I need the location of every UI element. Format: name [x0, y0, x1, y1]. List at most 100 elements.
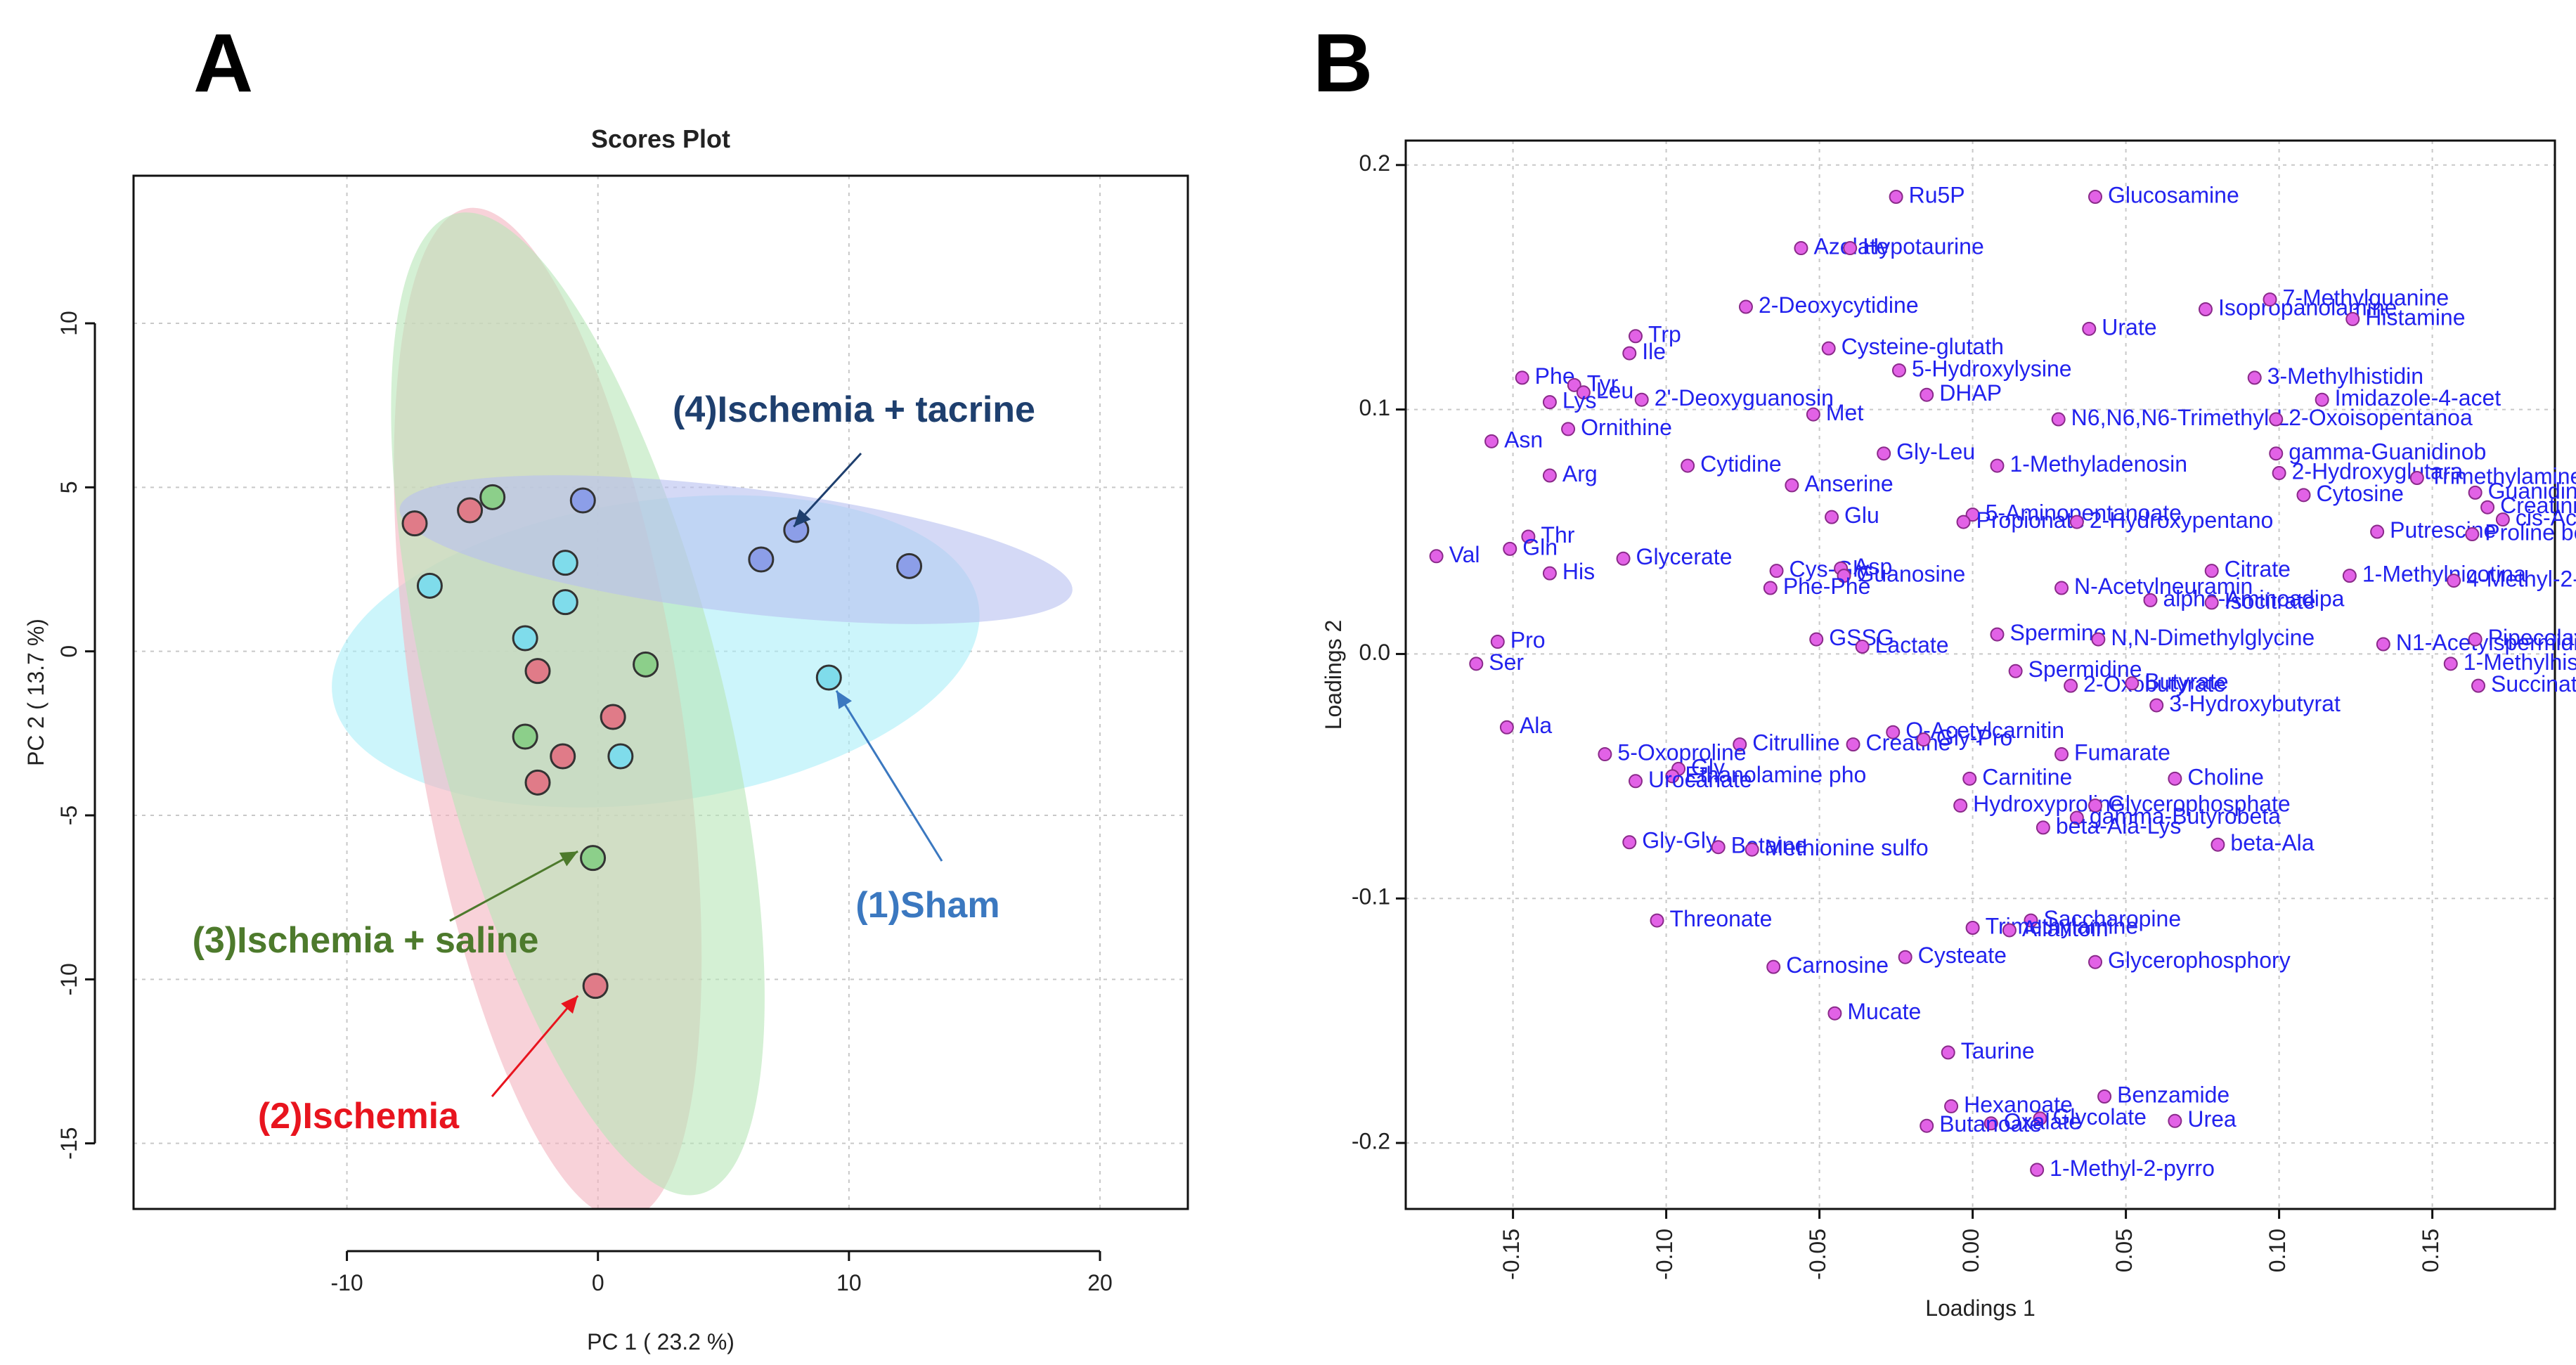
loading-point — [1962, 771, 1977, 786]
loading-point — [2263, 292, 2277, 307]
loading-point — [1785, 478, 1799, 493]
loading-label: 2-Oxoisopentanoa — [2289, 405, 2473, 430]
loading-label: Urea — [2187, 1106, 2237, 1132]
loading-point — [2008, 664, 2023, 678]
loading-label: 1-Methylnicotina — [2362, 562, 2526, 587]
loading-point — [2247, 370, 2262, 385]
sham-point — [416, 572, 443, 599]
loading-label: Asp — [1853, 554, 1892, 579]
y-tick-label: -10 — [56, 963, 82, 995]
loading-point — [1542, 395, 1557, 410]
saline-arrow-line — [449, 850, 578, 922]
loading-label: N-Acetylneuramin — [2074, 574, 2253, 599]
loading-label: Spermidine — [2028, 656, 2142, 682]
y-tick-label: 10 — [56, 311, 82, 336]
x-tick-label: -0.15 — [1499, 1229, 1524, 1280]
loading-label: Carnitine — [1982, 764, 2072, 789]
loading-point — [1490, 635, 1505, 649]
loading-point — [2168, 1113, 2182, 1128]
loading-point — [2443, 656, 2458, 671]
loading-label: 2-Hydroxypentano — [2090, 507, 2273, 533]
loading-point — [1944, 1099, 1959, 1113]
loading-label: Cytidine — [1700, 451, 1782, 477]
y-tick-label: 0.2 — [1359, 150, 1390, 176]
y-axis-title: PC 2 ( 13.7 %) — [23, 619, 48, 766]
loading-point — [1898, 950, 1912, 964]
y-tick-label: 0.0 — [1359, 640, 1390, 665]
loading-label: Pipecolate — [2488, 625, 2576, 650]
loading-point — [1886, 725, 1901, 739]
saline-point — [580, 845, 607, 872]
tacrine-point — [783, 517, 810, 543]
loading-point — [1766, 959, 1781, 974]
loading-label: Lactate — [1875, 632, 1949, 657]
loading-point — [2345, 311, 2360, 326]
loading-point — [2002, 923, 2017, 938]
loading-label: 1-Methyladenosin — [2009, 451, 2187, 477]
ischemia-point — [582, 973, 609, 1000]
loading-label: Spermine — [2009, 620, 2106, 645]
sham-point — [607, 743, 634, 770]
loading-point — [1499, 720, 1514, 735]
loading-point — [1920, 1118, 1934, 1133]
loading-point — [1429, 549, 1444, 564]
loading-label: Proline betaine — [2485, 519, 2576, 545]
plot-area — [332, 207, 1073, 1209]
tacrine-point — [748, 546, 775, 573]
loading-label: Butanoate — [1939, 1111, 2042, 1137]
loading-point — [1622, 346, 1637, 361]
loading-point — [1665, 769, 1680, 784]
loading-point — [2143, 593, 2158, 607]
loading-point — [2168, 771, 2182, 786]
ischemia-point — [524, 769, 551, 796]
loading-point — [1503, 541, 1517, 556]
saline-arrow-head — [559, 851, 578, 867]
loading-point — [1827, 1006, 1842, 1021]
loading-point — [2370, 524, 2385, 539]
loading-label: Threonate — [1670, 906, 1773, 931]
loading-label: Citrate — [2225, 557, 2291, 582]
loading-label: beta-Ala — [2230, 830, 2314, 855]
loading-point — [2035, 820, 2050, 835]
loading-label: Succinate — [2491, 671, 2576, 697]
x-tick-label: 0.10 — [2265, 1229, 2290, 1272]
loading-label: Guanidinoacetate — [2488, 478, 2576, 503]
ischemia-arrow-line — [491, 995, 579, 1097]
loading-point — [2315, 392, 2329, 407]
loading-point — [1711, 840, 1726, 855]
y-tick-label: -15 — [56, 1127, 82, 1160]
loading-label: Urocanate — [1648, 767, 1752, 792]
loading-point — [1821, 341, 1836, 356]
loading-point — [2149, 698, 2164, 713]
loading-label: Isopropanolamine — [2218, 295, 2397, 320]
sham-point — [552, 550, 578, 576]
loading-label: Choline — [2187, 764, 2264, 789]
loading-point — [2069, 810, 2084, 825]
loading-label: Phe-Phe — [1783, 574, 1871, 599]
loading-point — [2198, 302, 2213, 316]
loading-label: 2-Hydroxyglutara — [2292, 458, 2464, 484]
loading-label: Glucosamine — [2108, 182, 2239, 207]
loading-label: gamma-Butyrobeta — [2090, 803, 2281, 829]
loading-point — [1877, 446, 1891, 461]
loading-point — [1916, 732, 1931, 747]
loading-label: Tyr — [1587, 370, 1619, 396]
loading-point — [2342, 569, 2357, 583]
loading-label: Cysteate — [1918, 943, 2007, 968]
loading-label: beta-Ala-Lys — [2056, 813, 2181, 839]
loading-point — [1763, 581, 1778, 595]
loading-point — [2468, 485, 2483, 500]
loading-point — [1825, 510, 1839, 524]
sham-point — [552, 589, 578, 616]
y-tick-label: -0.1 — [1352, 884, 1390, 910]
loading-label: Arg — [1562, 461, 1598, 486]
loading-label: 5-Hydroxylysine — [1912, 356, 2072, 381]
loading-point — [2480, 500, 2495, 515]
sham-point — [815, 664, 842, 691]
sham-annotation: (1)Sham — [855, 885, 999, 926]
ischemia-point — [524, 658, 551, 685]
loading-point — [2088, 798, 2102, 813]
tacrine-ellipse — [399, 475, 1073, 624]
loading-label: Ile — [1642, 339, 1666, 364]
loading-point — [2272, 466, 2286, 481]
